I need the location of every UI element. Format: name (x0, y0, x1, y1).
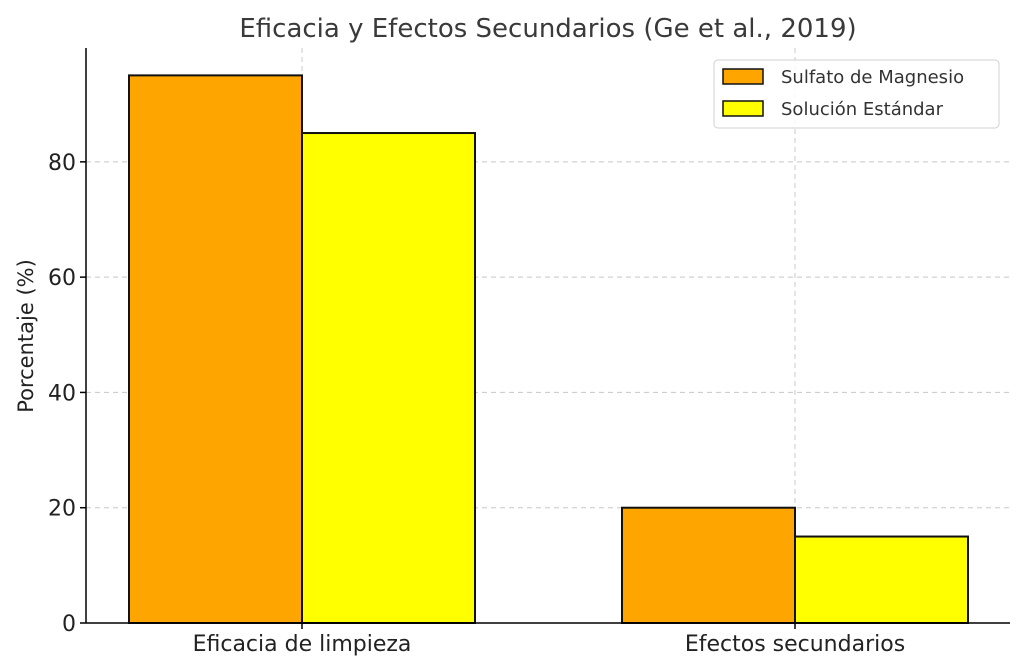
x-tick-label: Eficacia de limpieza (193, 632, 412, 657)
bar-sulfato-1 (621, 506, 796, 625)
x-ticks: Eficacia de limpieza Efectos secundarios (193, 623, 905, 657)
bars (128, 74, 969, 625)
legend-label-solucion: Solución Estándar (781, 99, 944, 120)
y-tick-label: 40 (48, 381, 76, 406)
y-ticks: 0 20 40 60 80 (48, 151, 86, 637)
legend-label-sulfato: Sulfato de Magnesio (781, 67, 964, 88)
x-tick-label: Efectos secundarios (685, 632, 905, 657)
y-axis-label: Porcentaje (%) (14, 259, 38, 413)
y-tick-label: 80 (48, 151, 76, 176)
bar-solucion-0 (301, 132, 476, 625)
y-tick-label: 20 (48, 497, 76, 522)
y-tick-label: 60 (48, 266, 76, 291)
y-tick-label: 0 (62, 612, 76, 637)
legend-swatch-sulfato (722, 68, 764, 85)
chart-title: Eficacia y Efectos Secundarios (Ge et al… (239, 14, 856, 44)
legend: Sulfato de Magnesio Solución Estándar (713, 59, 1000, 129)
legend-swatch-solucion (722, 100, 764, 117)
legend-box (713, 59, 1000, 129)
bar-sulfato-0 (128, 74, 303, 624)
bar-solucion-1 (794, 535, 969, 624)
axes (85, 48, 1010, 624)
